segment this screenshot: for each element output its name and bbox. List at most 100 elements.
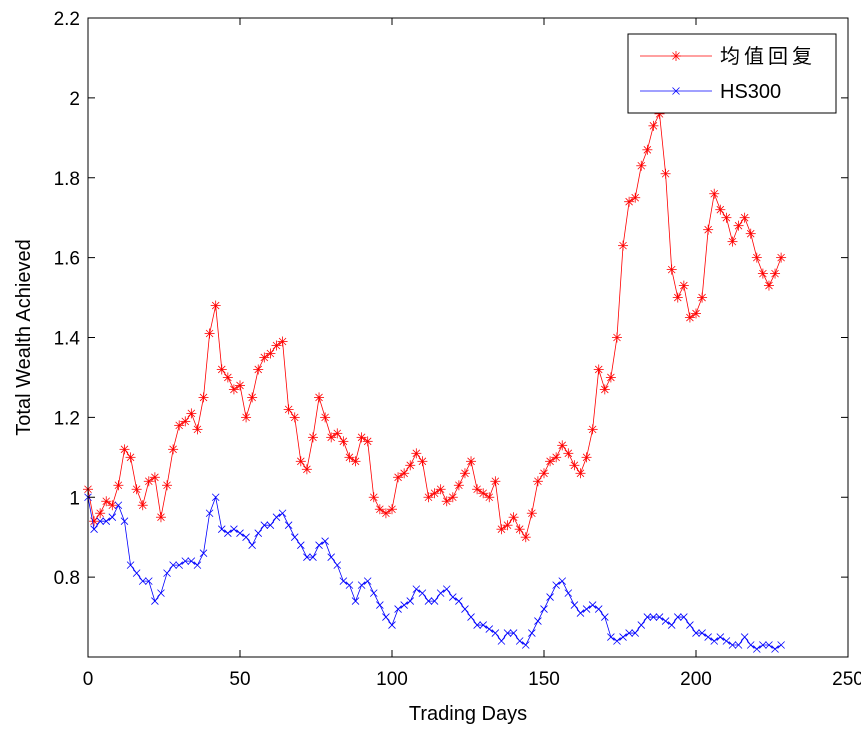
marker-stroke <box>728 641 737 649</box>
data-point <box>309 553 317 561</box>
data-point <box>442 585 451 593</box>
data-point <box>521 641 530 649</box>
data-point <box>734 641 743 649</box>
marker-stroke <box>601 613 609 621</box>
marker-stroke <box>436 589 445 597</box>
marker-stroke <box>175 421 183 430</box>
data-point <box>490 476 501 487</box>
marker-stroke <box>710 637 719 645</box>
data-point <box>272 513 281 522</box>
marker-stroke <box>321 537 329 545</box>
marker-stroke <box>637 621 646 629</box>
marker-stroke <box>619 241 627 250</box>
data-point <box>613 637 621 645</box>
data-point <box>155 512 166 523</box>
marker-stroke <box>90 517 98 525</box>
marker-stroke <box>424 597 433 605</box>
marker-stroke <box>369 589 378 597</box>
marker-stroke <box>108 501 117 510</box>
data-point <box>558 577 567 585</box>
marker-stroke <box>449 493 457 502</box>
data-point <box>205 509 214 518</box>
marker-stroke <box>619 633 627 641</box>
marker-stroke <box>765 281 773 290</box>
data-point <box>680 613 688 621</box>
data-point <box>643 613 652 621</box>
legend-entry-mean-reversion: 均值回复 <box>640 45 812 68</box>
marker-stroke <box>534 477 542 486</box>
data-point <box>532 476 543 487</box>
marker-stroke <box>746 229 755 238</box>
data-point <box>222 372 233 383</box>
data-point <box>509 629 518 637</box>
data-point <box>619 633 627 641</box>
data-point <box>655 613 664 621</box>
marker-stroke <box>217 525 226 533</box>
data-point <box>424 597 433 605</box>
marker-stroke <box>442 585 451 593</box>
data-point <box>230 525 238 533</box>
marker-stroke <box>528 629 536 637</box>
marker-stroke <box>661 617 670 625</box>
marker-stroke <box>303 465 311 474</box>
data-point <box>581 452 592 463</box>
data-point <box>277 336 288 347</box>
data-point <box>271 340 282 351</box>
data-point <box>307 432 318 443</box>
marker-stroke <box>217 365 226 374</box>
data-point <box>248 541 256 549</box>
data-point <box>126 561 135 569</box>
marker-stroke <box>698 629 706 637</box>
marker-stroke <box>406 461 415 470</box>
marker-stroke <box>120 517 129 525</box>
data-point <box>765 641 773 649</box>
data-point <box>181 557 190 565</box>
data-point <box>684 312 695 323</box>
data-point <box>599 384 610 395</box>
marker-stroke <box>151 473 159 482</box>
marker-stroke <box>765 641 773 649</box>
data-point <box>759 641 767 649</box>
data-point <box>484 492 495 503</box>
data-point <box>552 581 560 589</box>
data-point <box>618 240 629 251</box>
marker-stroke <box>528 509 536 518</box>
data-point <box>357 581 366 589</box>
marker-stroke <box>728 237 737 246</box>
marker-stroke <box>704 225 712 234</box>
marker-stroke <box>672 87 680 95</box>
data-point <box>119 444 130 455</box>
marker-stroke <box>345 581 354 589</box>
data-point <box>686 621 694 629</box>
data-point <box>217 525 226 533</box>
marker-stroke <box>108 513 117 522</box>
data-point <box>320 412 331 423</box>
marker-stroke <box>230 385 238 394</box>
data-point <box>228 384 239 395</box>
marker-stroke <box>315 393 323 402</box>
marker-stroke <box>424 493 433 502</box>
marker-stroke <box>588 601 597 609</box>
marker-stroke <box>278 509 287 518</box>
marker-stroke <box>236 529 244 537</box>
marker-stroke <box>205 329 214 338</box>
marker-stroke <box>436 485 445 494</box>
marker-stroke <box>631 193 639 202</box>
marker-stroke <box>753 253 761 262</box>
data-point <box>447 492 458 503</box>
data-point <box>569 460 580 471</box>
marker-stroke <box>753 645 761 653</box>
marker-stroke <box>230 525 238 533</box>
marker-stroke <box>412 449 421 458</box>
data-point <box>588 601 597 609</box>
marker-stroke <box>473 621 481 629</box>
marker-stroke <box>467 613 475 621</box>
marker-stroke <box>163 481 171 490</box>
data-point <box>131 484 142 495</box>
data-point <box>697 292 708 303</box>
marker-stroke <box>601 385 609 394</box>
marker-stroke <box>582 605 591 613</box>
data-point <box>753 645 761 653</box>
data-point <box>387 504 397 515</box>
data-point <box>429 488 440 499</box>
